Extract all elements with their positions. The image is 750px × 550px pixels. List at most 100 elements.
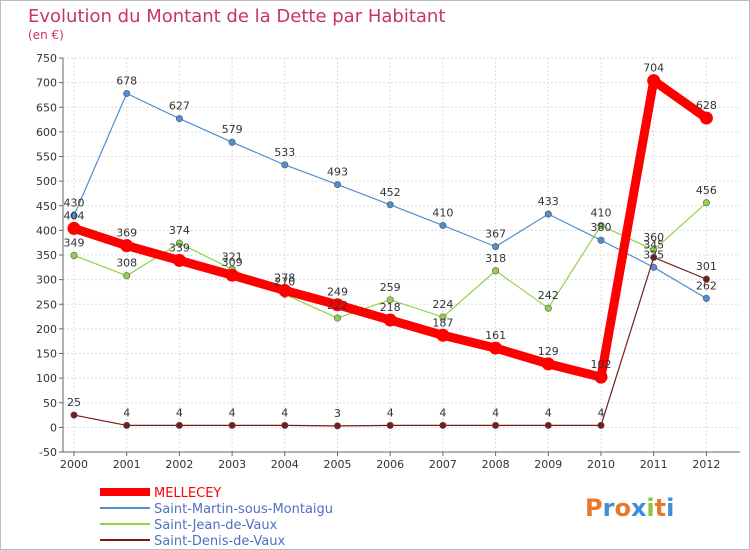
data-label: 259 bbox=[380, 281, 401, 294]
data-point bbox=[70, 411, 78, 419]
legend-label: Saint-Jean-de-Vaux bbox=[154, 518, 278, 533]
data-label: 301 bbox=[696, 260, 717, 273]
data-label: 339 bbox=[169, 241, 190, 254]
x-tick-label: 2001 bbox=[113, 458, 141, 471]
data-label: 533 bbox=[274, 146, 295, 159]
data-label: 242 bbox=[538, 289, 559, 302]
data-label: 704 bbox=[643, 62, 664, 75]
data-label: 493 bbox=[327, 166, 348, 179]
logo-letter: t bbox=[655, 494, 666, 522]
data-label: 404 bbox=[64, 209, 85, 222]
chart-subtitle: (en €) bbox=[28, 28, 64, 42]
data-label: 309 bbox=[222, 256, 243, 269]
data-label: 187 bbox=[432, 316, 453, 329]
data-label: 628 bbox=[696, 99, 717, 112]
data-point bbox=[650, 253, 658, 261]
data-point bbox=[702, 199, 710, 207]
data-label: 325 bbox=[643, 248, 664, 261]
data-point bbox=[492, 421, 500, 429]
data-label: 249 bbox=[327, 286, 348, 299]
data-point bbox=[650, 246, 658, 254]
data-point bbox=[333, 181, 341, 189]
data-point bbox=[175, 421, 183, 429]
x-tick-label: 2002 bbox=[165, 458, 193, 471]
data-point bbox=[702, 294, 710, 302]
data-point bbox=[333, 422, 341, 430]
data-label: 4 bbox=[176, 406, 183, 419]
y-tick-label: 700 bbox=[36, 77, 57, 90]
data-label: 433 bbox=[538, 195, 559, 208]
data-label: 4 bbox=[598, 406, 605, 419]
y-tick-label: 100 bbox=[36, 372, 57, 385]
data-label: 262 bbox=[696, 279, 717, 292]
data-point bbox=[172, 253, 186, 267]
data-point bbox=[439, 221, 447, 229]
data-label: 430 bbox=[64, 197, 85, 210]
y-tick-label: 350 bbox=[36, 249, 57, 262]
data-point bbox=[175, 115, 183, 123]
y-tick-label: 650 bbox=[36, 101, 57, 114]
x-tick-label: 2009 bbox=[534, 458, 562, 471]
y-tick-label: 50 bbox=[43, 397, 57, 410]
y-tick-label: 300 bbox=[36, 274, 57, 287]
data-point bbox=[699, 111, 713, 125]
data-label: 579 bbox=[222, 123, 243, 136]
data-label: 278 bbox=[274, 271, 295, 284]
data-point bbox=[594, 370, 608, 384]
data-label: 4 bbox=[229, 406, 236, 419]
data-label: 102 bbox=[591, 358, 612, 371]
y-tick-label: 250 bbox=[36, 298, 57, 311]
data-point bbox=[333, 314, 341, 322]
data-point bbox=[544, 210, 552, 218]
y-tick-label: 150 bbox=[36, 348, 57, 361]
data-label: 410 bbox=[432, 206, 453, 219]
data-label: 380 bbox=[591, 221, 612, 234]
data-label: 4 bbox=[281, 406, 288, 419]
data-point bbox=[175, 239, 183, 247]
data-point bbox=[331, 298, 344, 312]
data-point bbox=[541, 357, 555, 371]
data-label: 270 bbox=[274, 275, 295, 288]
data-label: 4 bbox=[123, 406, 130, 419]
data-point bbox=[492, 267, 500, 275]
chart-title: Evolution du Montant de la Dette par Hab… bbox=[28, 6, 445, 27]
axes: -50 0 50 100 150 200 250 300 350 400 450 500 550 600 6… bbox=[36, 52, 740, 471]
data-point bbox=[120, 239, 134, 253]
data-point bbox=[386, 421, 394, 429]
data-point bbox=[383, 313, 397, 327]
data-label: 360 bbox=[643, 231, 664, 244]
logo-letter: i bbox=[646, 494, 654, 522]
data-point bbox=[436, 328, 450, 342]
data-label: 349 bbox=[64, 236, 85, 249]
data-point bbox=[225, 268, 239, 282]
x-tick-label: 2006 bbox=[376, 458, 404, 471]
data-label: 4 bbox=[387, 406, 394, 419]
x-tick-label: 2007 bbox=[429, 458, 457, 471]
data-label: 4 bbox=[545, 406, 552, 419]
data-label: 321 bbox=[222, 250, 243, 263]
data-label: 3 bbox=[334, 407, 341, 420]
proxiti-logo: Proxiti bbox=[585, 494, 674, 522]
x-tick-label: 2008 bbox=[482, 458, 510, 471]
data-point bbox=[439, 313, 447, 321]
data-point bbox=[597, 421, 605, 429]
y-tick-label: 0 bbox=[50, 421, 57, 434]
y-tick-label: 600 bbox=[36, 126, 57, 139]
x-tick-label: 2003 bbox=[218, 458, 246, 471]
data-point bbox=[123, 89, 131, 97]
data-point bbox=[281, 421, 289, 429]
x-tick-label: 2011 bbox=[640, 458, 668, 471]
data-point bbox=[281, 161, 289, 169]
data-label: 367 bbox=[485, 228, 506, 241]
data-point bbox=[647, 74, 661, 88]
x-tick-label: 2004 bbox=[271, 458, 299, 471]
data-point bbox=[386, 296, 394, 304]
legend-label: MELLECEY bbox=[154, 486, 221, 501]
data-point bbox=[544, 304, 552, 312]
data-label: 452 bbox=[380, 186, 401, 199]
data-point bbox=[70, 251, 78, 259]
data-label: 678 bbox=[116, 74, 137, 87]
data-label: 369 bbox=[116, 227, 137, 240]
data-point bbox=[544, 421, 552, 429]
